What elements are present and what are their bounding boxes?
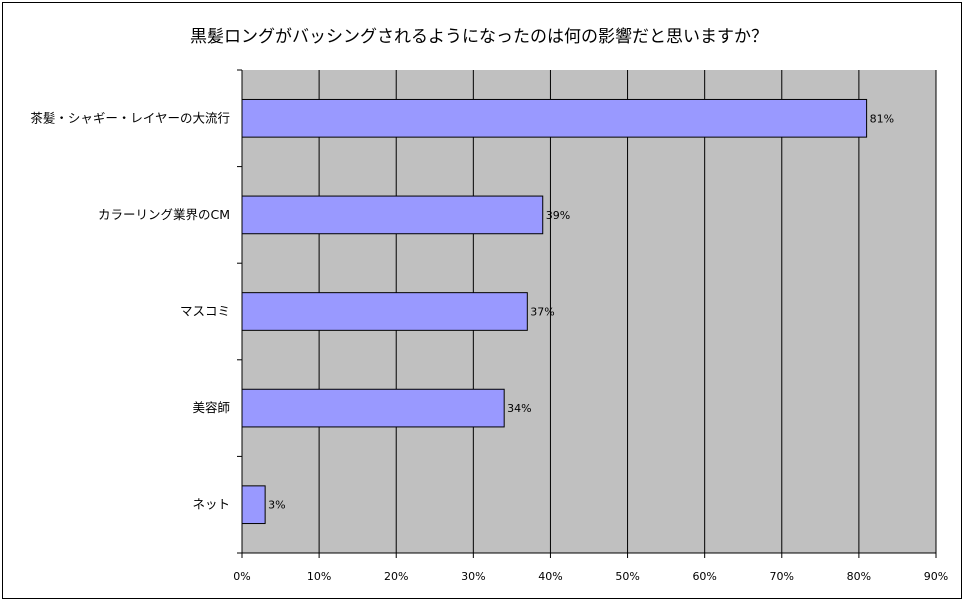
- category-label: 美容師: [192, 400, 230, 415]
- bar: [241, 98, 868, 138]
- category-label: ネット: [192, 497, 230, 512]
- data-label: 34%: [507, 402, 531, 415]
- x-tick-label: 50%: [615, 570, 639, 583]
- data-label: 39%: [546, 209, 570, 222]
- data-label: 37%: [530, 306, 554, 319]
- x-tick-label: 10%: [307, 570, 331, 583]
- category-label: カラーリング業界のCM: [98, 207, 230, 222]
- x-tick-label: 0%: [233, 570, 250, 583]
- chart-title: 黒髪ロングがバッシングされるようになったのは何の影響だと思いますか？: [190, 27, 768, 47]
- data-label: 3%: [268, 499, 285, 512]
- bar: [241, 195, 544, 235]
- axes: [237, 69, 937, 558]
- bar: [241, 485, 266, 525]
- bars: [241, 98, 868, 525]
- bar: [241, 388, 505, 428]
- x-tick-label: 60%: [692, 570, 716, 583]
- data-label: 81%: [870, 112, 894, 125]
- x-tick-label: 20%: [384, 570, 408, 583]
- x-tick-label: 90%: [924, 570, 948, 583]
- labels: 0% 10% 20% 30% 40% 50% 60% 70% 80% 90% 茶髪・シャギー・レイヤ…: [30, 110, 948, 583]
- gridlines: [318, 70, 937, 553]
- x-tick-label: 30%: [461, 570, 485, 583]
- x-tick-label: 80%: [847, 570, 871, 583]
- category-label: マスコミ: [180, 304, 230, 319]
- bar: [241, 292, 528, 331]
- x-tick-label: 40%: [538, 570, 562, 583]
- x-tick-label: 70%: [770, 570, 794, 583]
- category-label: 茶髪・シャギー・レイヤーの大流行: [30, 110, 230, 125]
